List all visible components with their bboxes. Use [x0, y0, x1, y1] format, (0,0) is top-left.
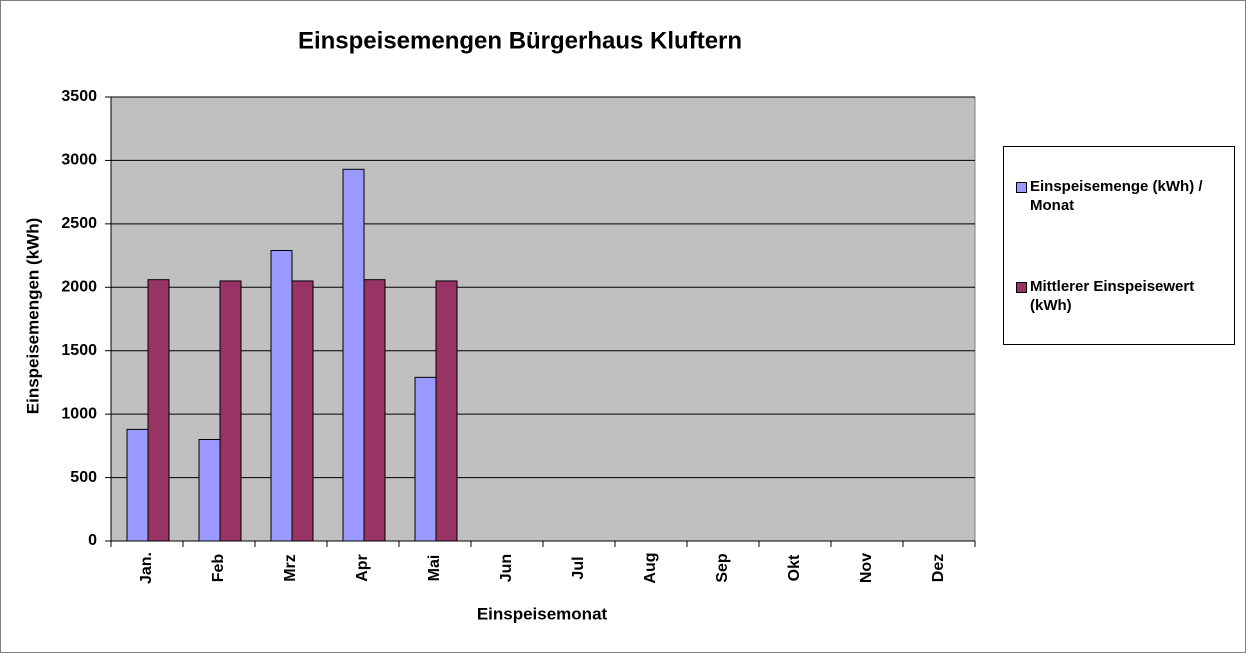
bar: [342, 168, 365, 542]
x-tick-label: Jun: [498, 554, 515, 582]
bar: [147, 279, 170, 542]
legend-swatch: [1016, 282, 1027, 293]
legend-item: Mittlerer Einspeisewert (kWh): [1016, 277, 1228, 315]
y-axis-label: Einspeisemengen (kWh): [23, 218, 42, 414]
y-tick-label: 3500: [61, 88, 97, 105]
x-tick-label: Mrz: [282, 554, 299, 582]
bar: [198, 439, 221, 542]
bar: [291, 280, 314, 542]
plot-area: [110, 96, 976, 542]
chart-title: Einspeisemengen Bürgerhaus Kluftern: [298, 27, 742, 54]
bar: [363, 279, 386, 542]
bar: [435, 280, 458, 542]
y-tick-label: 1500: [61, 342, 97, 359]
x-tick-label: Okt: [786, 554, 803, 581]
bar: [126, 428, 149, 542]
bar: [270, 249, 293, 542]
legend-item: Einspeisemenge (kWh) / Monat: [1016, 177, 1228, 215]
y-tick-label: 3000: [61, 152, 97, 169]
legend-swatch: [1016, 182, 1027, 193]
legend-label: Einspeisemenge (kWh) / Monat: [1030, 178, 1203, 214]
x-tick-label: Mai: [426, 555, 443, 582]
x-tick-label: Jul: [570, 556, 587, 579]
x-tick-label: Sep: [714, 553, 731, 583]
y-tick-label: 500: [70, 469, 97, 486]
x-tick-label: Aug: [642, 552, 659, 583]
x-tick-label: Nov: [858, 553, 875, 583]
y-tick-label: 2500: [61, 215, 97, 232]
x-tick-label: Jan.: [138, 552, 155, 584]
bar: [414, 376, 437, 542]
legend-label: Mittlerer Einspeisewert (kWh): [1030, 278, 1195, 314]
x-axis-label: Einspeisemonat: [477, 604, 608, 623]
x-tick-label: Dez: [930, 554, 947, 582]
x-tick-label: Apr: [354, 554, 371, 582]
y-tick-label: 0: [88, 532, 97, 549]
y-tick-label: 1000: [61, 405, 97, 422]
bar: [219, 280, 242, 542]
legend: Einspeisemenge (kWh) / Monat Mittlerer Ei…: [1003, 146, 1235, 345]
x-tick-label: Feb: [210, 554, 227, 583]
y-tick-label: 2000: [61, 279, 97, 296]
